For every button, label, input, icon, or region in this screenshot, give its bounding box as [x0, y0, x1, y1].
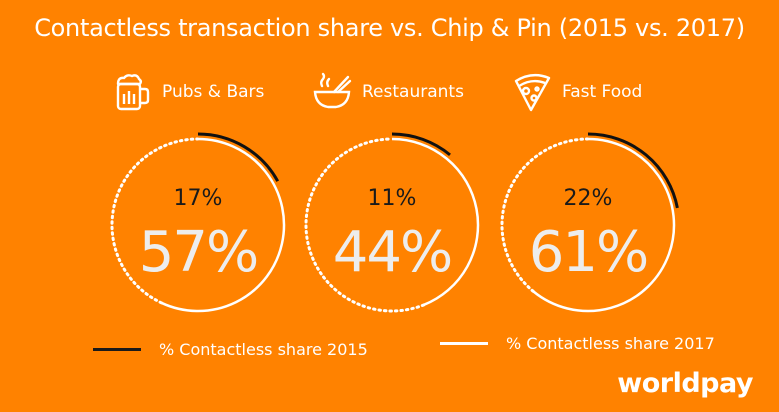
- chart-title: Contactless transaction share vs. Chip &…: [34, 14, 745, 42]
- legend-swatch-2017: [440, 342, 488, 345]
- label-2015: 22%: [564, 186, 613, 211]
- worldpay-logo: worldpay: [617, 368, 753, 399]
- beer-mug-icon: [116, 74, 150, 111]
- legend-item-2017: % Contactless share 2017: [440, 334, 715, 353]
- category-label: Fast Food: [562, 82, 643, 102]
- label-2015: 17%: [174, 186, 223, 211]
- label-2017: 57%: [139, 220, 257, 285]
- remaining-dotted-arc: [500, 137, 589, 293]
- bowl-chopsticks-icon: [313, 72, 352, 109]
- category-label: Pubs & Bars: [162, 82, 265, 102]
- arc-2015: [391, 132, 451, 157]
- label-2015: 11%: [368, 186, 417, 211]
- arc-2017: [532, 137, 676, 313]
- label-2017: 44%: [333, 220, 451, 285]
- legend-swatch-2015: [93, 348, 141, 351]
- category-fast-food: Fast Food: [512, 72, 642, 112]
- category-pubs-bars: Pubs & Bars: [112, 72, 264, 112]
- pizza-slice-icon: [514, 73, 551, 112]
- arc-2017: [160, 137, 286, 313]
- label-2017: 61%: [529, 220, 647, 285]
- legend-label: % Contactless share 2017: [506, 334, 715, 353]
- arc-2015: [197, 132, 280, 182]
- category-restaurants: Restaurants: [312, 72, 464, 112]
- remaining-dotted-arc: [110, 137, 199, 305]
- legend-label: % Contactless share 2015: [159, 340, 368, 359]
- arc-2015: [587, 132, 679, 209]
- remaining-dotted-arc: [304, 137, 426, 313]
- category-label: Restaurants: [362, 82, 464, 102]
- legend-item-2015: % Contactless share 2015: [93, 340, 368, 359]
- arc-2017: [391, 137, 480, 307]
